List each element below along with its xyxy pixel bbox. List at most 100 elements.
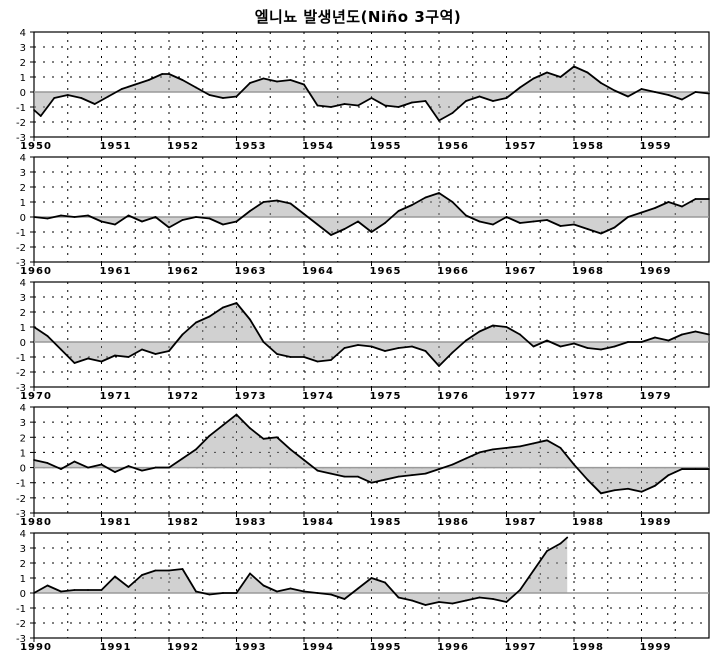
data-point (438, 601, 440, 603)
data-point (424, 604, 427, 606)
chart-title: 엘니뇨 발생년도(Niño 3구역) (254, 8, 462, 26)
data-point (208, 217, 211, 220)
data-point (33, 592, 35, 594)
x-tick-label: 1998 (572, 642, 604, 653)
x-tick-label: 1958 (572, 141, 604, 152)
data-point (708, 333, 710, 336)
data-point (613, 89, 616, 92)
data-point (73, 460, 76, 463)
x-tick-label: 1980 (20, 517, 52, 528)
data-point (46, 217, 49, 220)
anomaly-area (34, 193, 709, 235)
x-tick-label: 1989 (640, 517, 672, 528)
data-point (397, 106, 400, 108)
data-point (600, 82, 602, 84)
data-point (411, 474, 413, 477)
data-point (370, 345, 373, 348)
data-point (249, 318, 251, 321)
data-point (640, 341, 643, 343)
data-point (60, 590, 62, 593)
data-point (195, 448, 197, 451)
x-tick-label: 1952 (167, 141, 199, 152)
anomaly-area (34, 537, 568, 605)
data-point (573, 223, 575, 226)
data-point (519, 86, 521, 89)
data-point (262, 437, 265, 440)
y-tick-label: 2 (20, 433, 26, 444)
x-tick-label: 1988 (572, 517, 604, 528)
data-point (222, 306, 224, 309)
data-point (168, 466, 170, 469)
data-point (546, 339, 548, 342)
data-point (289, 202, 292, 205)
data-point (566, 536, 569, 539)
x-tick-label: 1999 (640, 642, 672, 653)
x-tick-label: 1978 (572, 391, 604, 402)
x-tick-label: 1957 (505, 141, 537, 152)
data-point (627, 216, 629, 218)
data-point (276, 199, 278, 202)
data-point (114, 223, 116, 226)
data-point (127, 465, 130, 467)
data-point (505, 446, 508, 449)
data-point (586, 478, 589, 481)
data-point (289, 587, 292, 590)
y-tick-label: 0 (20, 464, 26, 475)
data-point (147, 79, 150, 81)
data-point (289, 448, 292, 451)
x-tick-label: 1969 (640, 266, 672, 277)
data-point (492, 598, 494, 600)
data-point (249, 82, 251, 84)
data-point (46, 584, 49, 587)
data-point (357, 104, 359, 107)
y-tick-label: -2 (16, 118, 26, 129)
data-point (46, 335, 49, 337)
y-tick-label: -2 (16, 368, 26, 379)
y-tick-label: 0 (20, 589, 26, 600)
data-point (384, 350, 386, 352)
data-point (87, 589, 89, 591)
data-point (694, 91, 697, 93)
data-point (708, 198, 710, 200)
data-point (87, 357, 89, 360)
data-point (613, 489, 616, 492)
data-point (438, 468, 440, 470)
data-point (424, 100, 427, 102)
y-tick-label: 2 (20, 183, 26, 194)
y-tick-label: -2 (16, 494, 26, 505)
y-tick-label: 3 (20, 544, 26, 555)
data-point (640, 490, 643, 493)
data-point (546, 439, 548, 442)
anomaly-line (33, 302, 710, 367)
x-tick-label: 1997 (505, 642, 537, 653)
data-point (492, 223, 494, 226)
data-point (465, 100, 467, 102)
data-point (681, 468, 683, 470)
data-point (613, 226, 616, 229)
anomaly-line (33, 65, 710, 122)
data-point (681, 333, 683, 336)
data-point (519, 589, 521, 591)
x-tick-label: 1955 (370, 141, 402, 152)
data-point (532, 77, 535, 80)
y-tick-label: -2 (16, 243, 26, 254)
data-point (316, 469, 319, 472)
data-point (357, 220, 359, 223)
data-point (411, 599, 413, 602)
x-tick-label: 1953 (235, 141, 267, 152)
data-point (370, 577, 373, 579)
data-point (478, 220, 481, 223)
data-point (384, 478, 386, 481)
data-point (627, 341, 629, 343)
x-tick-label: 1972 (167, 391, 199, 402)
data-point (60, 348, 62, 351)
data-point (73, 362, 76, 364)
anomaly-area (34, 414, 709, 494)
y-tick-label: 4 (20, 278, 26, 289)
data-point (370, 231, 373, 233)
x-tick-label: 1964 (302, 266, 334, 277)
data-point (478, 95, 481, 98)
y-tick-label: 1 (20, 73, 26, 84)
